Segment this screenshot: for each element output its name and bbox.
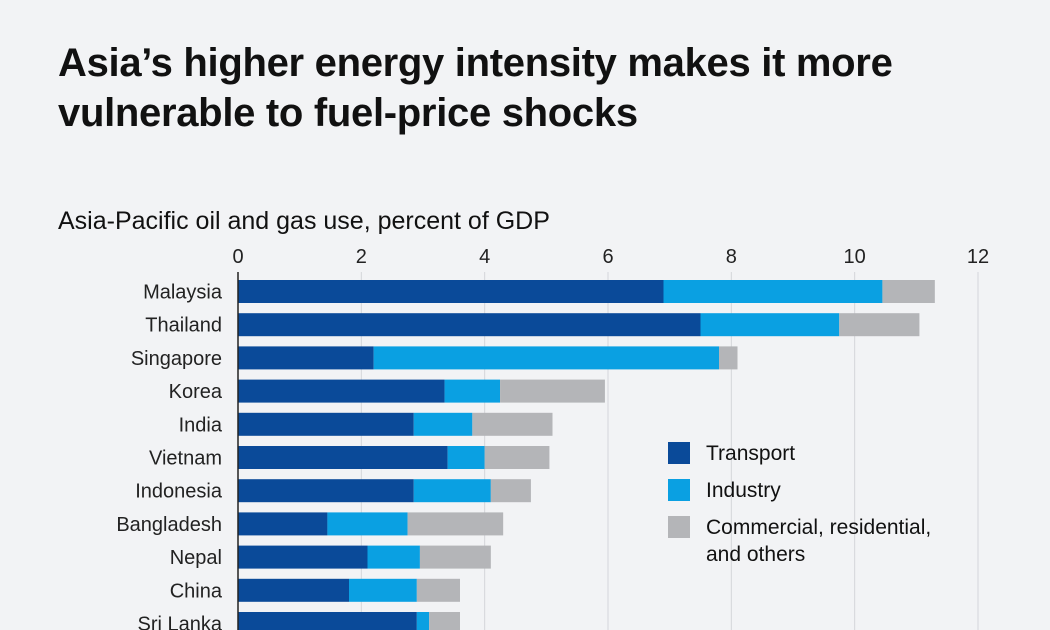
bar-singapore-commercial-residential-and-others: [719, 346, 738, 370]
legend-swatch-transport: [668, 442, 690, 464]
category-label-malaysia: Malaysia: [143, 282, 223, 304]
bar-thailand-industry: [700, 313, 840, 337]
category-label-sri-lanka: Sri Lanka: [138, 614, 223, 630]
bar-indonesia-industry: [413, 479, 491, 503]
bar-indonesia-transport: [238, 479, 414, 503]
headline-line-1: Asia’s higher energy intensity makes it …: [58, 41, 893, 85]
bar-india-commercial-residential-and-others: [472, 412, 553, 436]
bar-sri-lanka-commercial-residential-and-others: [429, 612, 460, 630]
chart-title: Asia-Pacific oil and gas use, percent of…: [58, 207, 550, 235]
bar-nepal-commercial-residential-and-others: [419, 545, 491, 569]
legend-label-commercial-line-1: Commercial, residential,: [706, 516, 932, 539]
bar-bangladesh-industry: [327, 512, 408, 536]
legend-label-industry: Industry: [706, 479, 781, 502]
bar-singapore-transport: [238, 346, 374, 370]
bar-vietnam-commercial-residential-and-others: [484, 446, 550, 469]
bar-thailand-transport: [238, 313, 701, 337]
category-label-singapore: Singapore: [131, 348, 222, 370]
category-label-thailand: Thailand: [145, 315, 222, 337]
category-label-indonesia: Indonesia: [135, 481, 223, 503]
bar-india-industry: [413, 412, 473, 436]
bar-china-transport: [238, 578, 349, 602]
bar-vietnam-industry: [447, 446, 485, 469]
legend-label-commercial-line-2: and others: [706, 543, 806, 566]
x-tick-label-8: 8: [726, 246, 737, 268]
bar-sri-lanka-transport: [238, 612, 417, 630]
bar-indonesia-commercial-residential-and-others: [490, 479, 531, 503]
bar-korea-commercial-residential-and-others: [500, 379, 605, 403]
category-label-india: India: [179, 414, 223, 436]
legend-swatch-industry: [668, 479, 690, 501]
legend-label-transport: Transport: [706, 442, 796, 465]
bar-china-industry: [349, 578, 417, 602]
legend-swatch-commercial: [668, 516, 690, 538]
bar-thailand-commercial-residential-and-others: [839, 313, 920, 337]
bar-malaysia-commercial-residential-and-others: [882, 280, 935, 303]
bar-korea-transport: [238, 379, 445, 403]
bar-singapore-industry: [373, 346, 719, 370]
headline-line-2: vulnerable to fuel-price shocks: [58, 91, 638, 135]
bar-malaysia-industry: [663, 280, 883, 303]
bar-malaysia-transport: [238, 280, 664, 303]
bar-nepal-transport: [238, 545, 368, 569]
bar-bangladesh-transport: [238, 512, 328, 536]
legend-item-commercial: Commercial, residential, and others: [668, 514, 1008, 568]
x-tick-label-12: 12: [967, 246, 989, 268]
bar-vietnam-transport: [238, 446, 448, 469]
category-label-vietnam: Vietnam: [149, 448, 222, 470]
legend-item-transport: Transport: [668, 440, 1008, 467]
legend-item-industry: Industry: [668, 477, 1008, 504]
legend: Transport Industry Commercial, residenti…: [668, 440, 1008, 578]
x-tick-label-0: 0: [232, 246, 243, 268]
headline: Asia’s higher energy intensity makes it …: [58, 38, 1018, 138]
category-label-bangladesh: Bangladesh: [116, 514, 222, 536]
x-tick-label-4: 4: [479, 246, 490, 268]
bar-sri-lanka-industry: [416, 612, 430, 630]
bar-korea-industry: [444, 379, 501, 403]
category-label-nepal: Nepal: [170, 547, 222, 569]
bar-china-commercial-residential-and-others: [416, 578, 460, 602]
x-tick-label-2: 2: [356, 246, 367, 268]
category-label-korea: Korea: [169, 381, 223, 403]
x-tick-label-10: 10: [844, 246, 866, 268]
category-label-china: China: [170, 580, 223, 602]
bar-nepal-industry: [367, 545, 420, 569]
legend-label-commercial: Commercial, residential, and others: [706, 514, 931, 568]
bar-india-transport: [238, 412, 414, 436]
bar-bangladesh-commercial-residential-and-others: [407, 512, 504, 536]
x-tick-label-6: 6: [602, 246, 613, 268]
